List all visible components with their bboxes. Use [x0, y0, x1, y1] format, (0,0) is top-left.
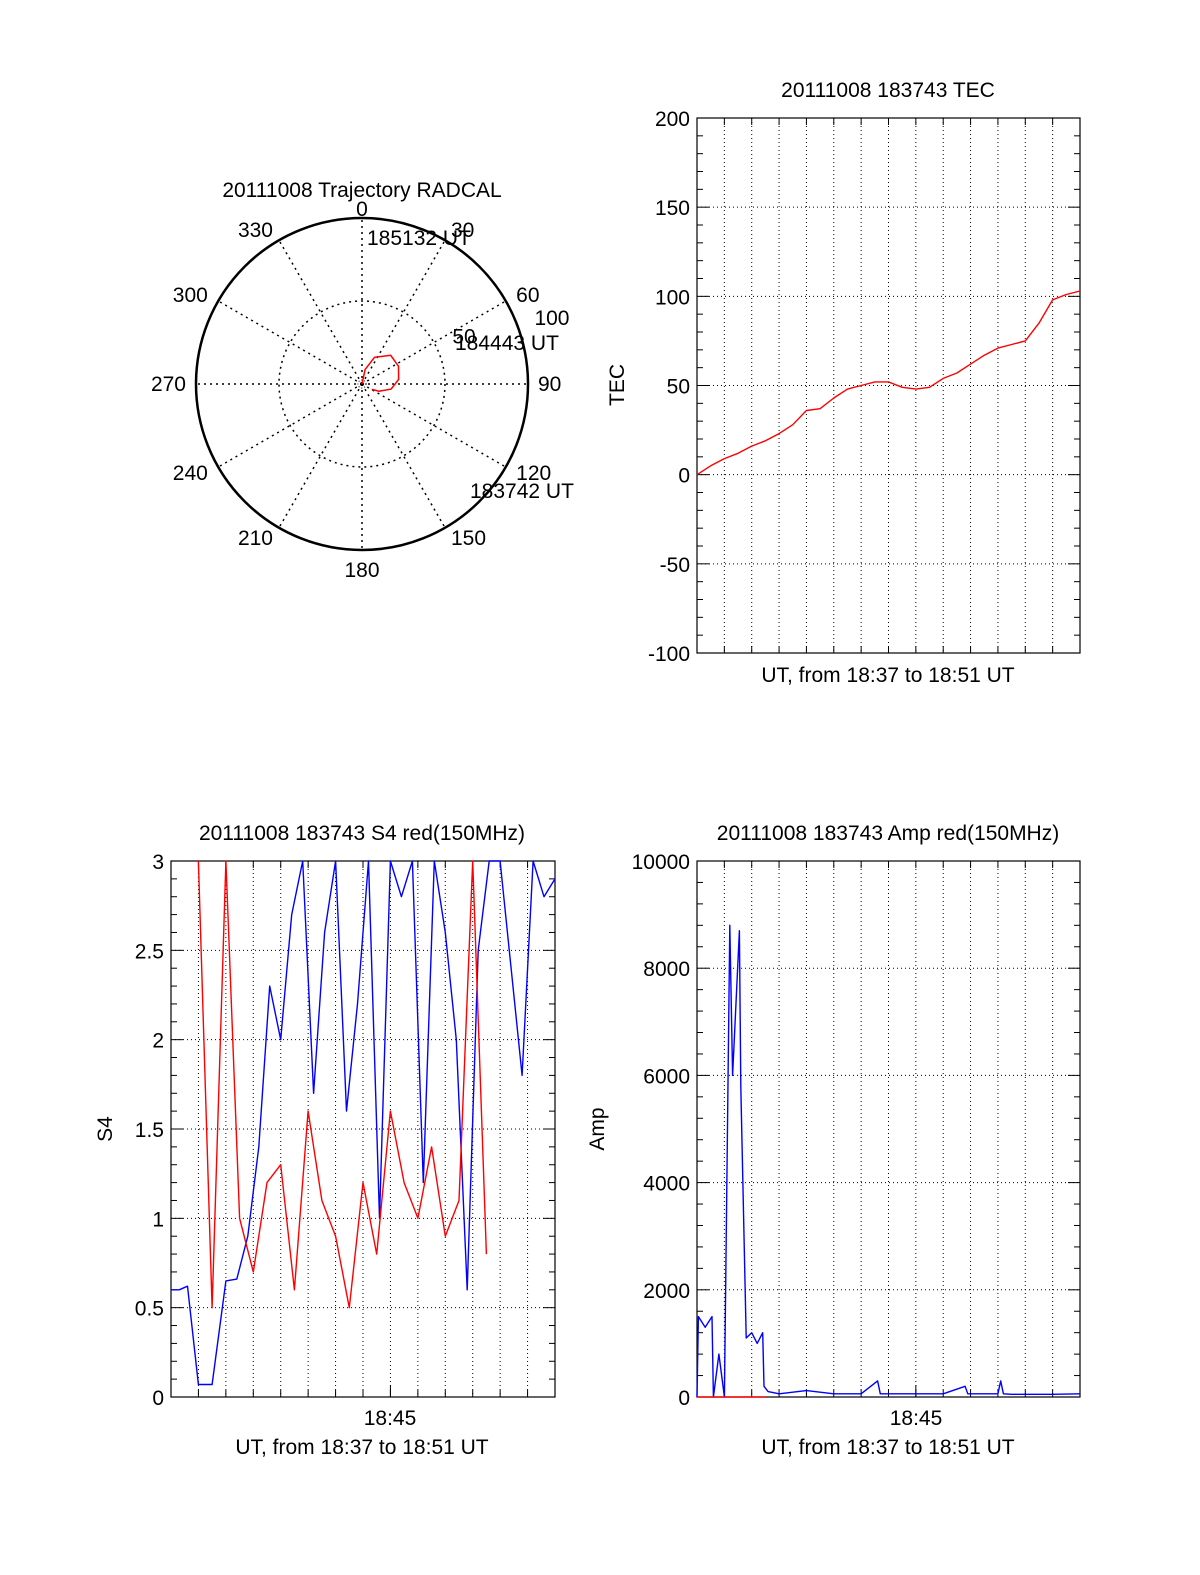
polar-spoke	[361, 383, 507, 468]
y-tick-label: 150	[655, 197, 690, 220]
polar-ring-label-100: 100	[534, 307, 569, 330]
polar-ring-labels: 50 100	[452, 307, 569, 348]
polar-spoke	[361, 239, 446, 385]
trajectory-panel: 20111008 Trajectory RADCAL 0 30 60 90 120 150…	[151, 179, 574, 582]
polar-angle-label-240: 240	[173, 462, 208, 485]
y-tick-label: 6000	[643, 1065, 690, 1088]
plot-frame	[696, 117, 1081, 654]
y-tick-label: 50	[667, 376, 690, 399]
polar-spoke	[217, 300, 363, 385]
s4-title: 20111008 183743 S4 red(150MHz)	[199, 822, 525, 845]
annotation-end: 183742 UT	[470, 480, 574, 503]
y-tick-label: 2	[152, 1030, 164, 1053]
y-tick-label: 0	[152, 1387, 164, 1410]
tec-title: 20111008 183743 TEC	[781, 79, 995, 102]
polar-angle-labels: 0 30 60 90 120 150 180 210 240 270 300 330	[151, 198, 561, 582]
trajectory-series	[361, 354, 400, 392]
polar-grid	[194, 216, 530, 552]
y-tick-label: 100	[655, 286, 690, 309]
annotation-mid: 184443 UT	[455, 332, 559, 355]
y-tick-label: 4000	[643, 1173, 690, 1196]
polar-angle-label-270: 270	[151, 373, 186, 396]
y-tick-label: -50	[660, 554, 690, 577]
polar-angle-label-0: 0	[356, 198, 368, 221]
polar-angle-label-300: 300	[173, 284, 208, 307]
polar-angle-label-210: 210	[238, 527, 273, 550]
tec-series	[696, 290, 1081, 476]
amp-xlabel: UT, from 18:37 to 18:51 UT	[761, 1436, 1014, 1459]
blue-series-line	[696, 924, 1081, 1398]
y-tick-label: 8000	[643, 958, 690, 981]
polar-angle-label-150: 150	[451, 527, 486, 550]
y-tick-label: 3	[152, 851, 164, 874]
s4-ylabel: S4	[94, 1116, 117, 1142]
s4-series	[171, 860, 556, 1386]
y-tick-label: 200	[655, 108, 690, 131]
amp-axes: 10000 8000 6000 4000 2000 0	[632, 851, 1081, 1410]
polar-ring-50	[278, 300, 446, 468]
tec-ylabel: TEC	[606, 364, 629, 406]
red-series-line	[696, 290, 1081, 476]
polar-angle-label-330: 330	[238, 219, 273, 242]
y-tick-label: 1	[152, 1208, 164, 1231]
polar-center	[357, 379, 367, 389]
polar-spoke	[217, 383, 363, 468]
y-tick-label: -100	[648, 643, 690, 666]
amp-title: 20111008 183743 Amp red(150MHz)	[717, 822, 1059, 845]
amp-ylabel: Amp	[586, 1107, 609, 1150]
y-tick-label: 1.5	[135, 1119, 164, 1142]
trajectory-title: 20111008 Trajectory RADCAL	[222, 179, 501, 202]
amp-panel: 20111008 183743 Amp red(150MHz) Amp 18:4…	[586, 822, 1081, 1459]
amp-series	[696, 924, 1081, 1398]
s4-panel: 20111008 183743 S4 red(150MHz) S4 18:45 …	[94, 822, 556, 1459]
y-tick-label: 2000	[643, 1280, 690, 1303]
y-tick-label: 2.5	[135, 940, 164, 963]
polar-angle-label-90: 90	[538, 373, 561, 396]
polar-angle-label-30: 30	[451, 219, 474, 242]
tec-xlabel: UT, from 18:37 to 18:51 UT	[761, 664, 1014, 687]
red-series-line	[197, 860, 488, 1309]
s4-axes: 3 2.5 2 1.5 1 0.5 0	[135, 851, 556, 1410]
y-tick-label: 10000	[632, 851, 690, 874]
polar-spoke	[361, 383, 446, 529]
polar-outer-circle	[194, 216, 530, 552]
polar-angle-label-180: 180	[344, 559, 379, 582]
y-tick-label: 0	[678, 465, 690, 488]
y-tick-label: 0.5	[135, 1298, 164, 1321]
y-tick-label: 0	[678, 1387, 690, 1410]
tec-axes: 200 150 100 50 0 -50 -100	[648, 108, 1081, 666]
annotation-start: 185132 UT	[367, 227, 471, 250]
polar-angle-label-60: 60	[516, 284, 539, 307]
polar-angle-label-120: 120	[516, 462, 551, 485]
polar-spoke	[278, 239, 363, 385]
polar-spoke	[361, 300, 507, 385]
tec-panel: 20111008 183743 TEC TEC UT, from 18:37 t…	[606, 79, 1081, 687]
trajectory-line	[361, 354, 400, 392]
s4-xlabel: UT, from 18:37 to 18:51 UT	[235, 1436, 488, 1459]
blue-series-line	[171, 860, 556, 1386]
polar-spoke	[278, 383, 363, 529]
plot-frame	[696, 860, 1081, 1398]
amp-xtick-label: 18:45	[890, 1407, 943, 1430]
s4-xtick-label: 18:45	[364, 1407, 417, 1430]
plot-frame	[170, 860, 556, 1398]
polar-ring-label-50: 50	[452, 326, 475, 349]
